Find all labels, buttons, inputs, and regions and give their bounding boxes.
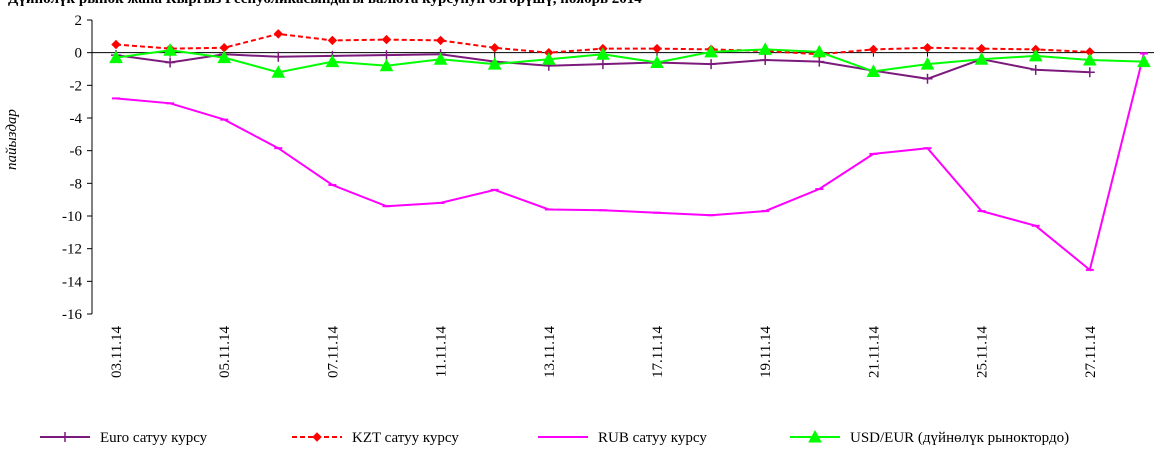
- data-point: [920, 57, 935, 70]
- legend-marker: [312, 432, 322, 442]
- data-point: [1028, 48, 1043, 62]
- data-point: [922, 43, 933, 53]
- data-point: [165, 57, 176, 68]
- x-tick-label: 25.11.14: [975, 326, 991, 378]
- y-tick-label: -10: [62, 209, 82, 225]
- data-point: [379, 58, 394, 72]
- x-tick-label: 05.11.14: [217, 326, 233, 378]
- data-point: [1084, 67, 1095, 78]
- y-tick-label: -8: [70, 176, 83, 192]
- legend-entry: USD/EUR (дүйнөлүк рыноктордо): [850, 430, 1069, 446]
- x-tick-label: 19.11.14: [758, 326, 774, 378]
- legend-marker: [60, 432, 70, 442]
- legend-marker: [808, 429, 822, 443]
- data-point: [704, 44, 718, 58]
- data-point: [1137, 54, 1151, 68]
- data-point: [111, 39, 121, 50]
- y-tick-label: -12: [62, 242, 82, 258]
- x-tick-label: 07.11.14: [325, 326, 341, 378]
- y-tick-label: -4: [70, 111, 83, 127]
- data-point: [433, 52, 448, 65]
- data-point: [1082, 52, 1097, 66]
- data-point: [435, 35, 446, 46]
- data-point: [381, 34, 392, 45]
- data-point: [541, 52, 556, 65]
- data-point: [273, 51, 284, 62]
- data-point: [650, 55, 664, 68]
- data-point: [812, 44, 827, 58]
- data-point: [271, 65, 286, 78]
- x-tick-label: 17.11.14: [650, 326, 666, 378]
- data-point: [922, 73, 933, 84]
- series-line-2: [115, 53, 1145, 272]
- data-point: [489, 43, 500, 53]
- data-point: [487, 57, 502, 70]
- y-tick-label: -6: [70, 144, 83, 160]
- x-tick-label: 27.11.14: [1083, 326, 1099, 378]
- x-tick-label: 11.11.14: [434, 326, 450, 378]
- data-point: [976, 43, 987, 54]
- data-point: [706, 59, 717, 70]
- x-tick-label: 13.11.14: [542, 326, 558, 378]
- data-point: [760, 55, 771, 66]
- data-point: [652, 43, 662, 54]
- x-tick-label: 03.11.14: [109, 326, 125, 378]
- data-point: [597, 59, 608, 70]
- data-point: [1030, 64, 1041, 75]
- series-line-3: [115, 48, 1144, 74]
- data-point: [273, 29, 284, 39]
- y-tick-label: -14: [62, 274, 82, 290]
- legend-entry: Euro сатуу курсу: [100, 430, 208, 446]
- chart-title: Дүйнөлүк рынок жана Кыргыз Республикасын…: [8, 0, 642, 8]
- y-tick-label: -16: [62, 307, 82, 323]
- data-point: [596, 47, 610, 60]
- legend-entry: KZT сатуу курсу: [352, 430, 459, 446]
- data-point: [758, 42, 773, 55]
- y-tick-label: 2: [75, 13, 83, 29]
- x-tick-label: 21.11.14: [866, 326, 882, 378]
- data-point: [866, 64, 881, 77]
- data-point: [381, 50, 392, 61]
- data-point: [325, 54, 340, 68]
- data-point: [163, 43, 177, 56]
- data-point: [974, 52, 989, 65]
- data-point: [327, 35, 338, 46]
- y-tick-label: -2: [70, 78, 83, 94]
- data-point: [109, 50, 123, 64]
- y-tick-label: 0: [75, 46, 83, 62]
- legend-entry: RUB сатуу курсу: [598, 430, 707, 446]
- data-point: [868, 44, 879, 55]
- data-point: [217, 50, 232, 64]
